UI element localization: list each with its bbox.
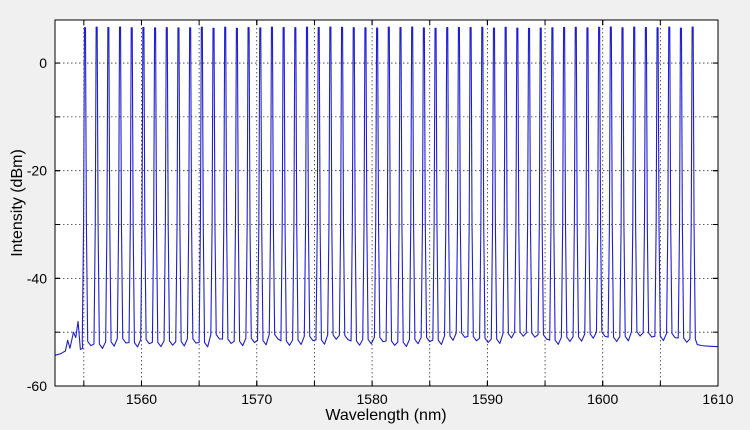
x-axis-label: Wavelength (nm): [325, 407, 446, 424]
x-tick-label: 1560: [126, 391, 157, 407]
x-tick-label: 1590: [472, 391, 503, 407]
y-axis-label: Intensity (dBm): [9, 149, 26, 257]
x-tick-label: 1570: [241, 391, 272, 407]
x-tick-label: 1610: [702, 391, 733, 407]
y-tick-label: -60: [27, 378, 47, 394]
y-tick-label: -40: [27, 270, 47, 286]
y-tick-label: 0: [39, 55, 47, 71]
y-tick-label: -20: [27, 163, 47, 179]
x-tick-label: 1600: [587, 391, 618, 407]
x-tick-label: 1580: [357, 391, 388, 407]
axis-ticks: 1560 1570 1580 1590 1600 1610 -60 -40 -20 0: [27, 20, 734, 407]
plot-frame: [54, 19, 719, 387]
series-line-intensity: [54, 26, 719, 356]
